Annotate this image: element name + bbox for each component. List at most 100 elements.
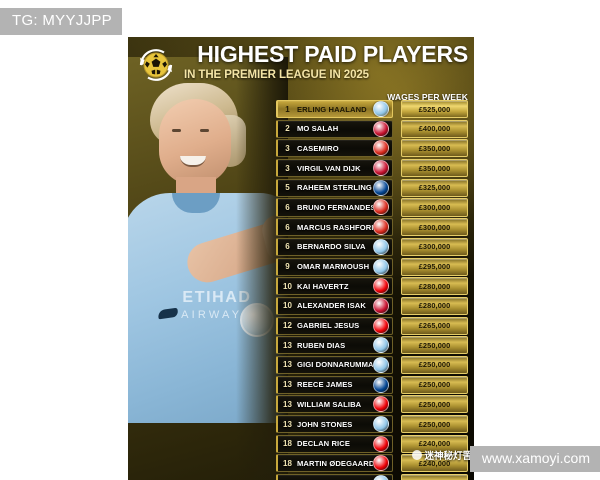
wage-value: £295,000 <box>418 262 451 272</box>
player-name: MARTIN ØDEGAARD <box>297 458 374 468</box>
page-subtitle: IN THE PREMIER LEAGUE IN 2025 <box>184 69 369 81</box>
player-cell: 9 OMAR MARMOUSH <box>276 257 394 276</box>
wage-cell: £250,000 <box>401 395 468 414</box>
wage-cell: £525,000 <box>401 100 468 119</box>
wage-cell: £265,000 <box>401 316 468 335</box>
table-row: 13 JOHN STONES £250,000 <box>276 415 468 434</box>
table-row: 18 DECLAN RICE £240,000 <box>276 434 468 453</box>
club-crest-icon <box>373 101 390 118</box>
wage-cell: £280,000 <box>401 296 468 315</box>
poster-header: HIGHEST PAID PLAYERS IN THE PREMIER LEAG… <box>128 37 474 102</box>
photo-eye-left <box>172 129 181 132</box>
table-row: 1 ERLING HAALAND £525,000 <box>276 100 468 119</box>
wage-value: £350,000 <box>418 143 451 153</box>
player-rank: 20 <box>278 479 297 480</box>
wage-cell: £295,000 <box>401 257 468 276</box>
player-rank: 10 <box>283 281 292 291</box>
player-cell: 12 GABRIEL JESUS <box>276 316 394 335</box>
player-name: RUBEN DIAS <box>297 340 346 350</box>
club-crest-icon <box>373 238 390 255</box>
player-rank: 3 <box>285 143 290 153</box>
table-row: 20TIJJANI REIJNDERS £220,000 <box>276 474 468 480</box>
overlay-watermark-cn: 迷神秘灯罟 <box>412 448 472 462</box>
table-row: 3 VIRGIL VAN DIJK £350,000 <box>276 159 468 178</box>
table-row: 13 GIGI DONNARUMMA £250,000 <box>276 355 468 375</box>
wage-value: £400,000 <box>418 124 451 134</box>
page-title: HIGHEST PAID PLAYERS <box>197 41 468 67</box>
player-rank: 5 <box>285 183 290 193</box>
wage-value: £250,000 <box>418 419 451 429</box>
table-row: 6 BERNARDO SILVA £300,000 <box>276 237 468 256</box>
player-rank: 13 <box>283 360 292 370</box>
table-row: 13 REECE JAMES £250,000 <box>276 375 468 394</box>
player-cell: 13 RUBEN DIAS <box>276 336 394 355</box>
player-rank: 6 <box>285 222 290 232</box>
player-rank: 12 <box>283 321 292 331</box>
wage-value: £240,000 <box>418 439 451 449</box>
wage-value: £350,000 <box>418 163 451 173</box>
player-name: KAI HAVERTZ <box>297 281 349 291</box>
player-name: CASEMIRO <box>297 143 339 153</box>
club-crest-icon <box>373 376 390 393</box>
kit-sponsor-line1: ETIHAD <box>182 289 252 306</box>
club-crest-icon <box>373 258 390 275</box>
player-name: BERNARDO SILVA <box>297 242 366 252</box>
player-cell: 1 ERLING HAALAND <box>276 100 394 119</box>
player-name: ALEXANDER ISAK <box>297 301 366 311</box>
wage-cell: £250,000 <box>401 375 468 394</box>
site-url-watermark: www.xamoyi.com <box>469 446 600 472</box>
player-cell: 10 KAI HAVERTZ <box>276 277 394 296</box>
player-cell: 6 MARCUS RASHFORD <box>276 218 394 237</box>
photo-face <box>159 99 231 185</box>
player-name: GABRIEL JESUS <box>297 321 360 331</box>
club-crest-icon <box>373 140 390 157</box>
player-name: DECLAN RICE <box>297 439 350 449</box>
table-row: 2 MO SALAH £400,000 <box>276 119 468 138</box>
player-rank: 18 <box>283 439 292 449</box>
wage-cell: £300,000 <box>401 198 468 217</box>
players-table: 1 ERLING HAALAND £525,000 2 MO SALAH £400,000… <box>276 100 468 480</box>
player-name: RAHEEM STERLING <box>297 183 372 193</box>
wage-value: £280,000 <box>418 301 451 311</box>
table-row: 9 OMAR MARMOUSH £295,000 <box>276 257 468 276</box>
player-name: GIGI DONNARUMMA <box>297 360 374 370</box>
player-cell: 18 DECLAN RICE <box>276 434 394 453</box>
player-cell: 3 VIRGIL VAN DIJK <box>276 159 394 178</box>
club-crest-icon <box>373 297 390 314</box>
overlay-watermark-icon <box>412 450 423 460</box>
wage-value: £240,000 <box>418 458 451 468</box>
player-rank: 13 <box>283 419 292 429</box>
wage-value: £250,000 <box>418 380 451 390</box>
wage-cell: £400,000 <box>401 119 468 138</box>
title-block: HIGHEST PAID PLAYERS IN THE PREMIER LEAG… <box>184 42 468 82</box>
highest-paid-players-poster: ETIHAD AIRWAYS <box>128 37 474 480</box>
wages-column-header: WAGES PER WEEK <box>387 92 468 102</box>
wage-value: £280,000 <box>418 281 451 291</box>
player-name: OMAR MARMOUSH <box>297 262 370 272</box>
table-row: 10 ALEXANDER ISAK £280,000 <box>276 296 468 315</box>
telegram-watermark: TG: MYYJJPP <box>0 8 122 35</box>
player-name: ERLING HAALAND <box>297 104 367 114</box>
player-name: MO SALAH <box>297 124 339 134</box>
wage-cell: £250,000 <box>401 415 468 434</box>
wage-value: £250,000 <box>418 399 451 409</box>
player-cell: 13 REECE JAMES <box>276 375 394 394</box>
player-cell: 6 BERNARDO SILVA <box>276 237 394 256</box>
club-crest-icon <box>373 278 390 295</box>
player-cell: 3 CASEMIRO <box>276 139 394 158</box>
wage-value: £250,000 <box>418 340 451 350</box>
wage-cell: £325,000 <box>401 178 468 197</box>
player-cell: 13 JOHN STONES <box>276 415 394 434</box>
player-rank: 6 <box>285 202 290 212</box>
player-rank: 1 <box>285 104 290 114</box>
player-rank: 9 <box>285 262 290 272</box>
player-rank: 13 <box>283 380 292 390</box>
player-rank: 3 <box>285 163 290 173</box>
overlay-watermark-text: 迷神秘灯罟 <box>424 451 472 462</box>
wage-cell: £300,000 <box>401 218 468 237</box>
wage-value: £300,000 <box>418 202 451 212</box>
player-cell: 13 WILLIAM SALIBA <box>276 395 394 414</box>
club-crest-icon <box>373 120 390 137</box>
club-crest-icon <box>373 160 390 177</box>
